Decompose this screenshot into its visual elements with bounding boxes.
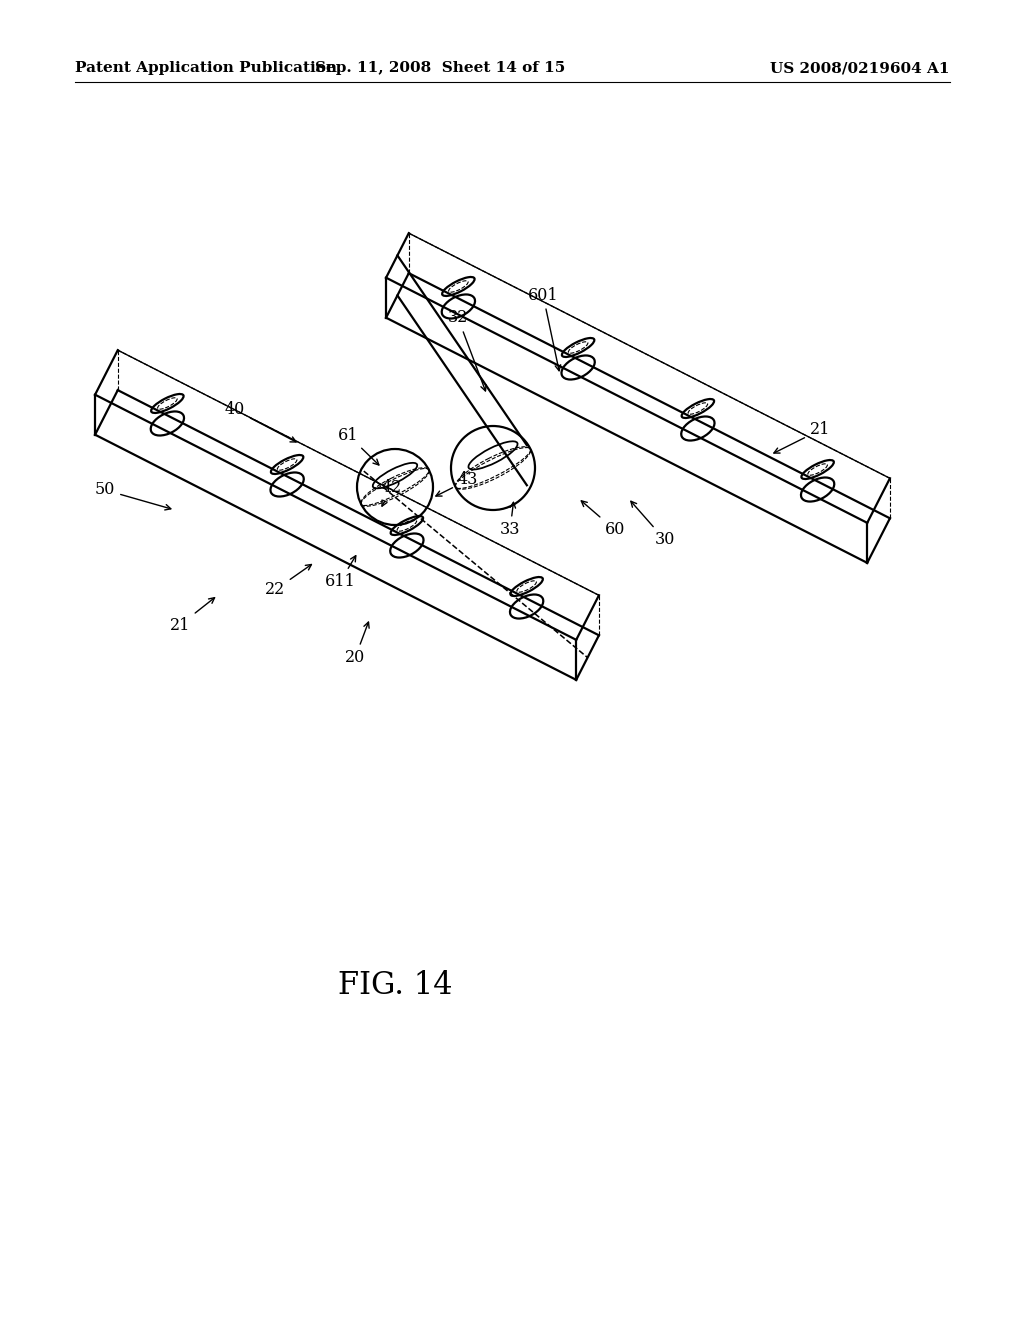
Text: 21: 21 xyxy=(170,598,215,634)
Text: 20: 20 xyxy=(345,622,369,667)
Text: 50: 50 xyxy=(95,482,171,510)
Text: 43: 43 xyxy=(436,471,478,496)
Text: 61: 61 xyxy=(338,426,379,465)
Text: 40: 40 xyxy=(225,401,296,442)
Text: 21: 21 xyxy=(774,421,830,453)
Text: Sep. 11, 2008  Sheet 14 of 15: Sep. 11, 2008 Sheet 14 of 15 xyxy=(314,61,565,75)
Text: Patent Application Publication: Patent Application Publication xyxy=(75,61,337,75)
Text: 22: 22 xyxy=(265,565,311,598)
Text: 30: 30 xyxy=(631,502,675,549)
Text: 60: 60 xyxy=(582,500,626,539)
Text: FIG. 14: FIG. 14 xyxy=(338,969,453,1001)
Text: 611: 611 xyxy=(325,556,355,590)
Text: 33: 33 xyxy=(500,503,520,539)
Text: 601: 601 xyxy=(527,286,561,371)
Text: 32: 32 xyxy=(447,309,486,391)
Text: US 2008/0219604 A1: US 2008/0219604 A1 xyxy=(770,61,950,75)
Text: 42: 42 xyxy=(382,479,402,506)
